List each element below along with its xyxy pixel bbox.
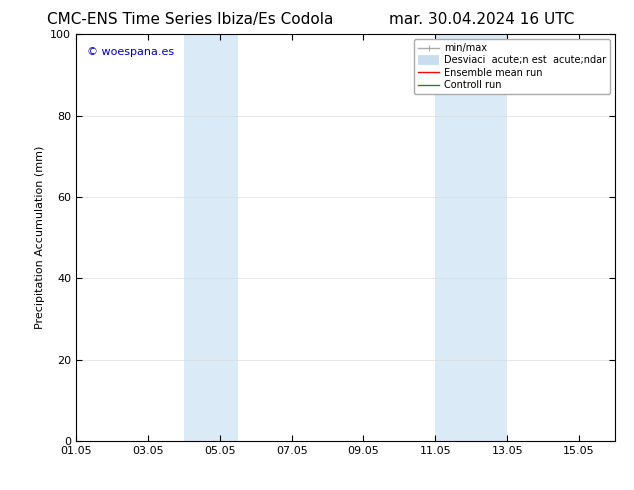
Bar bbox=[436, 34, 507, 441]
Y-axis label: Precipitation Accumulation (mm): Precipitation Accumulation (mm) bbox=[35, 146, 44, 329]
Text: mar. 30.04.2024 16 UTC: mar. 30.04.2024 16 UTC bbox=[389, 12, 574, 27]
Text: CMC-ENS Time Series Ibiza/Es Codola: CMC-ENS Time Series Ibiza/Es Codola bbox=[47, 12, 333, 27]
Text: © woespana.es: © woespana.es bbox=[87, 47, 174, 56]
Legend: min/max, Desviaci  acute;n est  acute;ndar, Ensemble mean run, Controll run: min/max, Desviaci acute;n est acute;ndar… bbox=[414, 39, 610, 94]
Bar bbox=[184, 34, 238, 441]
